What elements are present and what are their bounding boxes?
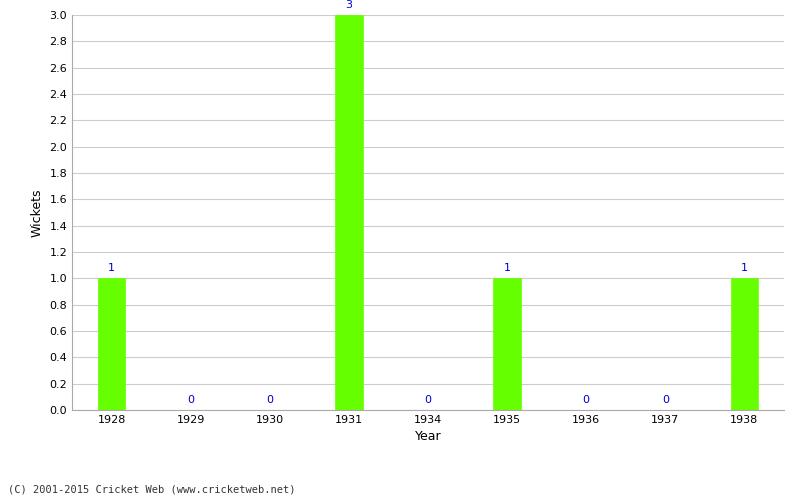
Bar: [335, 15, 362, 410]
Text: 0: 0: [187, 394, 194, 404]
Y-axis label: Wickets: Wickets: [30, 188, 44, 237]
X-axis label: Year: Year: [414, 430, 442, 444]
Bar: [730, 278, 758, 410]
Text: 1: 1: [108, 263, 115, 273]
Text: (C) 2001-2015 Cricket Web (www.cricketweb.net): (C) 2001-2015 Cricket Web (www.cricketwe…: [8, 485, 295, 495]
Text: 0: 0: [662, 394, 669, 404]
Text: 1: 1: [741, 263, 748, 273]
Bar: [98, 278, 126, 410]
Text: 0: 0: [266, 394, 274, 404]
Bar: [494, 278, 521, 410]
Text: 1: 1: [504, 263, 510, 273]
Text: 0: 0: [582, 394, 590, 404]
Text: 3: 3: [346, 0, 352, 10]
Text: 0: 0: [425, 394, 431, 404]
